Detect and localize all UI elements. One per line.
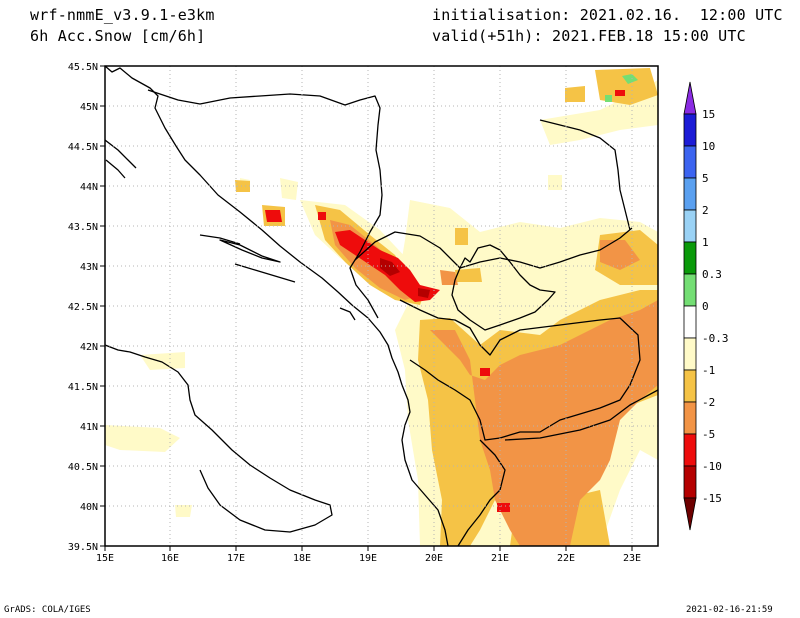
lat-label: 44.5N xyxy=(68,142,98,153)
colorbar-swatch xyxy=(683,113,697,147)
lon-label: 18E xyxy=(293,553,311,564)
lon-label: 23E xyxy=(623,553,641,564)
mix-areas xyxy=(605,74,638,102)
colorbar-top-arrow xyxy=(683,81,697,115)
colorbar-labels: 15 10 5 2 1 0.3 0 -0.3 -1 -2 -5 -10 -15 xyxy=(702,108,729,505)
colorbar-swatch xyxy=(683,337,697,371)
lat-label: 45.5N xyxy=(68,62,98,73)
lon-label: 22E xyxy=(557,553,575,564)
colorbar-swatch xyxy=(683,273,697,307)
lat-label: 44N xyxy=(80,182,98,193)
colorbar-swatch xyxy=(683,401,697,435)
lon-label: 16E xyxy=(161,553,179,564)
colorbar-label: -10 xyxy=(702,460,722,473)
colorbar-label: -0.3 xyxy=(702,332,729,345)
colorbar-label: 15 xyxy=(702,108,715,121)
lon-label: 19E xyxy=(359,553,377,564)
colorbar-swatch xyxy=(683,145,697,179)
coastlines-borders xyxy=(105,66,658,546)
lat-label: 40N xyxy=(80,502,98,513)
lon-label: 20E xyxy=(425,553,443,564)
lat-label: 41.5N xyxy=(68,382,98,393)
lat-label: 43.5N xyxy=(68,222,98,233)
lon-label: 17E xyxy=(227,553,245,564)
valid-time: valid(+51h): 2021.FEB.18 15:00 UTC xyxy=(432,27,746,45)
latitude-labels: 39.5N 40N 40.5N 41N 41.5N 42N 42.5N 43N … xyxy=(68,62,98,553)
footer-credit: GrADS: COLA/IGES xyxy=(4,605,91,615)
variable-title: 6h Acc.Snow [cm/6h] xyxy=(30,27,206,45)
colorbar-label: 10 xyxy=(702,140,715,153)
colorbar-label: 5 xyxy=(702,172,709,185)
lat-label: 41N xyxy=(80,422,98,433)
tick-marks xyxy=(100,65,633,551)
colorbar-label: -15 xyxy=(702,492,722,505)
extreme-snow-areas xyxy=(380,258,430,298)
colorbar-label: 2 xyxy=(702,204,709,217)
footer-timestamp: 2021-02-16-21:59 xyxy=(686,605,773,615)
lat-label: 42N xyxy=(80,342,98,353)
lat-label: 42.5N xyxy=(68,302,98,313)
lon-label: 15E xyxy=(96,553,114,564)
lat-label: 40.5N xyxy=(68,462,98,473)
colorbar-label: -2 xyxy=(702,396,715,409)
colorbar-swatch xyxy=(683,209,697,243)
colorbar-swatch xyxy=(683,465,697,499)
lat-label: 45N xyxy=(80,102,98,113)
colorbar xyxy=(683,81,697,531)
colorbar-label: -5 xyxy=(702,428,715,441)
colorbar-swatch xyxy=(683,369,697,403)
colorbar-swatch xyxy=(683,305,697,339)
init-time: initialisation: 2021.02.16. 12:00 UTC xyxy=(432,6,783,24)
colorbar-label: 0.3 xyxy=(702,268,722,281)
graticule xyxy=(105,66,658,546)
colorbar-bottom-arrow xyxy=(683,497,697,531)
lat-label: 43N xyxy=(80,262,98,273)
colorbar-label: -1 xyxy=(702,364,715,377)
lat-label: 39.5N xyxy=(68,542,98,553)
model-title: wrf-nmmE_v3.9.1-e3km xyxy=(30,6,215,24)
colorbar-swatch xyxy=(683,433,697,467)
longitude-labels: 15E 16E 17E 18E 19E 20E 21E 22E 23E xyxy=(96,553,641,564)
colorbar-label: 1 xyxy=(702,236,709,249)
colorbar-label: 0 xyxy=(702,300,709,313)
lon-label: 21E xyxy=(491,553,509,564)
colorbar-swatch xyxy=(683,241,697,275)
snow-field xyxy=(105,66,658,546)
colorbar-swatch xyxy=(683,177,697,211)
